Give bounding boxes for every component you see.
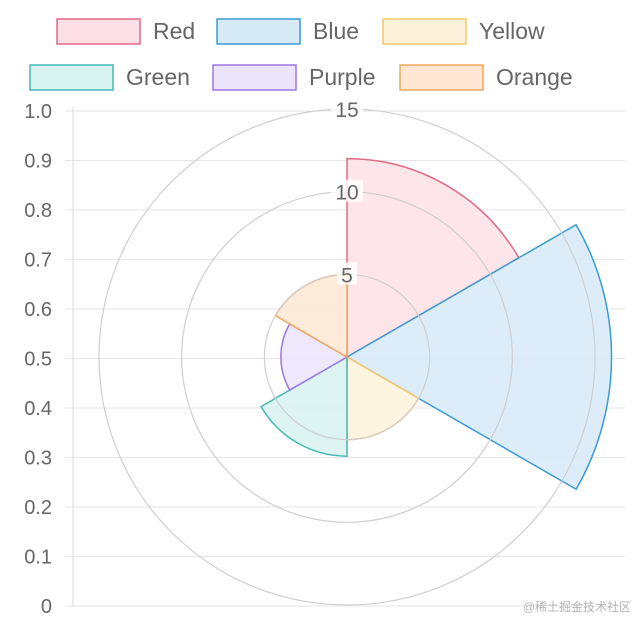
y-axis: 0 0.1 0.2 0.3 0.4 0.5 0.6 0.7 0.8 0.9 1.0: [24, 101, 74, 618]
legend-item-red[interactable]: Red: [56, 18, 195, 45]
watermark-text: @稀土掘金技术社区: [523, 599, 631, 614]
legend-swatch-green: [29, 64, 114, 91]
y-tick-label: 0.9: [24, 151, 52, 173]
legend-item-orange[interactable]: Orange: [399, 64, 573, 91]
radial-tick-label: 15: [335, 99, 358, 122]
y-tick-label: 0.5: [24, 349, 52, 371]
radial-label-backdrop: [331, 179, 363, 202]
radial-tick-labels: 5 10 15: [331, 97, 363, 287]
legend-item-green[interactable]: Green: [29, 64, 190, 91]
legend-label-purple: Purple: [309, 64, 375, 90]
polar-segments: [260, 157, 613, 491]
y-tick-label: 0.8: [24, 200, 52, 222]
legend-swatch-orange: [399, 64, 484, 91]
segment-blue[interactable]: [345, 223, 613, 491]
radial-label-backdrop: [337, 262, 357, 285]
segment-green[interactable]: [260, 355, 348, 457]
legend-swatch-yellow: [382, 18, 467, 45]
y-tick-label: 0.7: [24, 250, 52, 272]
y-tick-label: 1.0: [24, 101, 52, 123]
y-tick-label: 0.6: [24, 299, 52, 321]
chart-legend[interactable]: Red Blue Yellow Green Purple Orange: [29, 18, 573, 91]
y-tick-label: 0: [41, 596, 52, 618]
legend-label-green: Green: [126, 64, 190, 90]
radial-tick-label: 10: [335, 182, 358, 205]
legend-label-yellow: Yellow: [479, 18, 545, 44]
segment-purple[interactable]: [280, 322, 349, 392]
radial-label-backdrop: [331, 97, 363, 119]
segment-red[interactable]: [346, 157, 520, 359]
legend-item-blue[interactable]: Blue: [216, 18, 359, 45]
legend-swatch-red: [56, 18, 141, 45]
y-tick-label: 0.3: [24, 448, 52, 470]
legend-label-red: Red: [153, 18, 195, 44]
y-tick-label: 0.1: [24, 547, 52, 569]
y-tick-label: 0.4: [24, 398, 52, 420]
legend-item-yellow[interactable]: Yellow: [382, 18, 545, 45]
y-tick-label: 0.2: [24, 497, 52, 519]
legend-label-blue: Blue: [313, 18, 359, 44]
radial-tick-label: 5: [341, 264, 353, 287]
legend-item-purple[interactable]: Purple: [212, 64, 375, 91]
legend-label-orange: Orange: [496, 64, 573, 90]
legend-swatch-purple: [212, 64, 297, 91]
legend-swatch-blue: [216, 18, 301, 45]
